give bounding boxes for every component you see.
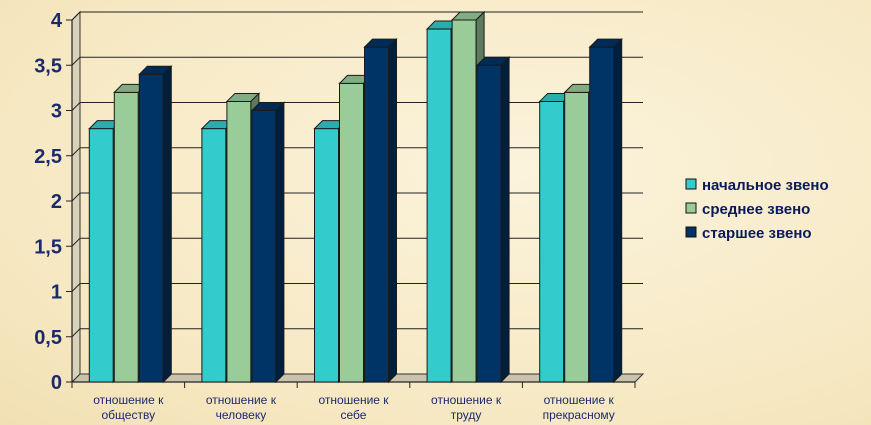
bar-front — [426, 28, 452, 383]
legend-label: начальное звено — [702, 177, 829, 194]
legend-swatch — [685, 226, 697, 238]
gridline — [71, 56, 643, 66]
y-tick-label: 3,5 — [34, 55, 62, 77]
bar-front — [201, 128, 227, 383]
bar-front — [251, 110, 277, 383]
x-tick-label: отношение к труду — [431, 393, 502, 422]
x-tick-label-line: труду — [451, 408, 482, 422]
x-tick-label: отношение к себе — [318, 393, 389, 422]
bar-side — [613, 37, 623, 384]
x-tick-label-line: отношение к — [544, 393, 615, 407]
bar-front — [314, 128, 339, 383]
legend-swatch — [685, 202, 697, 214]
bar — [250, 101, 286, 384]
y-tick-label: 2 — [51, 191, 62, 213]
bar-front — [113, 91, 139, 383]
bar — [138, 65, 173, 384]
bar-front — [539, 100, 565, 383]
y-tick-label: 0,5 — [34, 327, 62, 349]
x-tick-label-line: прекрасному — [543, 408, 615, 422]
bar-front — [589, 46, 615, 383]
bar-front — [364, 46, 389, 383]
bar-front — [564, 91, 590, 383]
legend: начальное звено среднее звено старшее звен… — [685, 177, 829, 242]
gridline — [71, 11, 643, 21]
bar-front — [138, 73, 164, 383]
x-tick-label: отношение к человеку — [206, 393, 277, 422]
bar — [363, 37, 398, 384]
bar-front — [226, 100, 252, 383]
x-tick-label: отношение к прекрасному — [543, 393, 615, 422]
bar-front — [476, 64, 502, 383]
bar-side — [500, 56, 510, 384]
y-tick-label: 3 — [51, 101, 62, 123]
bar-front — [88, 128, 114, 383]
y-tick-label: 0 — [51, 372, 62, 394]
y-tick-label: 2,5 — [34, 146, 62, 168]
bar-side — [275, 101, 285, 384]
bar — [588, 37, 623, 384]
x-tick-label-line: отношение к — [318, 393, 389, 407]
y-tick-label: 1 — [51, 282, 62, 304]
bar-side — [162, 65, 172, 384]
x-tick-label-line: себе — [341, 408, 367, 422]
x-tick-label-line: обществу — [102, 408, 156, 422]
x-tick-label: отношение к обществу — [93, 393, 164, 422]
bar-front — [339, 82, 364, 383]
x-tick-label-line: человеку — [216, 408, 267, 422]
y-tick-label: 1,5 — [34, 236, 62, 258]
y-tick-label: 4 — [51, 10, 63, 32]
legend-label: старшее звено — [702, 225, 812, 242]
bar-front — [451, 19, 477, 383]
x-tick-label-line: отношение к — [206, 393, 277, 407]
x-tick-label-line: отношение к — [431, 393, 502, 407]
legend-swatch — [685, 178, 697, 190]
x-tick-label-line: отношение к — [93, 393, 164, 407]
bar-side — [388, 37, 397, 384]
bar — [475, 56, 511, 384]
legend-label: среднее звено — [702, 201, 810, 218]
